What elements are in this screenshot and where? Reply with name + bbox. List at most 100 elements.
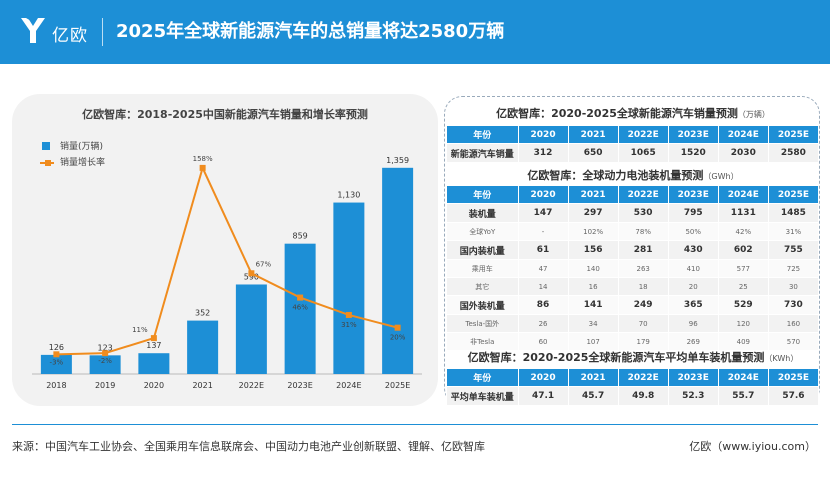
table-unit: （KWh）	[764, 354, 799, 363]
table-row: 平均单车装机量 47.1 45.7 49.8 52.3 55.7 57.6	[446, 386, 820, 406]
table-header-row: 年份 2020 2021 2022E 2023E 2024E 2025E	[446, 368, 820, 387]
table-header-cell: 2022E	[617, 125, 669, 144]
x-tick-label-2020: 2020	[144, 381, 164, 390]
footer-divider	[12, 424, 818, 425]
table-cell: 147	[517, 203, 569, 223]
bar-2018	[40, 354, 72, 374]
table-cell: 281	[617, 240, 669, 260]
table-cell: 47	[517, 259, 569, 278]
table-header-cell: 2023E	[667, 125, 719, 144]
growth-label-2022E: 67%	[256, 260, 272, 268]
table-header-cell: 2021	[567, 185, 619, 204]
table-cell: 26	[517, 314, 569, 333]
growth-label-2024E: 31%	[341, 321, 357, 329]
table-cell: 795	[667, 203, 719, 223]
table-header-cell: 年份	[446, 185, 519, 204]
table-cell: 42%	[717, 222, 769, 241]
table-header-cell: 2023E	[667, 368, 719, 387]
table-cell: 102%	[567, 222, 619, 241]
bar-2025E	[382, 167, 414, 374]
table-title-text: 亿欧智库：2020-2025全球新能源汽车平均单车装机量预测	[467, 351, 765, 364]
table-cell: 141	[567, 295, 619, 315]
bar-value-label-2022E: 590	[244, 272, 259, 281]
table-cell: 410	[667, 259, 719, 278]
table-row-label: 其它	[446, 277, 519, 296]
table-cell: 50%	[667, 222, 719, 241]
brand-logo[interactable]: 亿欧	[18, 14, 98, 50]
x-tick-label-2021: 2021	[192, 381, 212, 390]
growth-point-2022E	[248, 270, 255, 277]
table-cell: 61	[517, 240, 569, 260]
table-header-cell: 年份	[446, 368, 519, 387]
table-cell: 430	[667, 240, 719, 260]
table-cell: 1485	[767, 203, 820, 223]
growth-label-2023E: 46%	[292, 304, 308, 312]
table-cell: 2580	[767, 143, 820, 163]
table-row: 国外装机量 86 141 249 365 529 730	[446, 295, 820, 315]
table-title-text: 亿欧智库：全球动力电池装机量预测	[527, 169, 704, 182]
table-cell: 30	[767, 277, 820, 296]
table-cell: 160	[767, 314, 820, 333]
table-cell: 1131	[717, 203, 769, 223]
table-header-cell: 2021	[567, 368, 619, 387]
table-header-cell: 2025E	[767, 125, 820, 144]
growth-point-2018	[53, 351, 60, 358]
growth-label-2019: -2%	[98, 357, 112, 365]
table-cell: 263	[617, 259, 669, 278]
bar-2024E	[333, 202, 365, 374]
page-title: 2025年全球新能源汽车的总销量将达2580万辆	[116, 21, 505, 42]
table-cell: 140	[567, 259, 619, 278]
table-header-cell: 2024E	[717, 185, 769, 204]
table-row: 装机量 147 297 530 795 1131 1485	[446, 203, 820, 223]
table-row: 乘用车 47 140 263 410 577 725	[446, 259, 820, 278]
x-tick-label-2025E: 2025E	[385, 381, 410, 390]
table-row-label: 乘用车	[446, 259, 519, 278]
footer-site-link[interactable]: 亿欧（www.iyiou.com）	[689, 440, 816, 453]
table-cell: 1520	[667, 143, 719, 163]
table-row-label: 新能源汽车销量	[446, 143, 519, 163]
table-unit: （万辆）	[737, 110, 770, 119]
yiou-logo-icon	[21, 18, 45, 43]
table-header-cell: 2025E	[767, 185, 820, 204]
table-row-label: 全球YoY	[446, 222, 519, 241]
table-cell: 297	[567, 203, 619, 223]
growth-label-2025E: 20%	[390, 334, 406, 342]
table-unit: （GWh）	[703, 172, 739, 181]
table-header-cell: 2023E	[667, 185, 719, 204]
x-tick-label-2024E: 2024E	[336, 381, 361, 390]
footer-source: 来源：中国汽车工业协会、全国乘用车信息联席会、中国动力电池产业创新联盟、锂解、亿…	[12, 440, 485, 453]
table-header-cell: 2022E	[617, 185, 669, 204]
table-cell: 730	[767, 295, 820, 315]
table-cell: 52.3	[667, 386, 719, 406]
table-cell: 78%	[617, 222, 669, 241]
table-cell: 570	[767, 332, 820, 351]
brand-name: 亿欧	[52, 26, 88, 46]
table-cell: 1065	[617, 143, 669, 163]
table-cell: 249	[617, 295, 669, 315]
growth-label-2018: -3%	[50, 358, 64, 366]
table-cell: 34	[567, 314, 619, 333]
table-cell: 60	[517, 332, 569, 351]
forecast-table-2: 年份 2020 2021 2022E 2023E 2024E 2025E 平均单车装机量 47.…	[446, 368, 820, 406]
growth-label-2020: 11%	[132, 326, 148, 334]
forecast-tables-panel: 亿欧智库：2020-2025全球新能源汽车销量预测（万辆） 年份 2020 2021 2…	[444, 96, 820, 406]
table-row-label: 平均单车装机量	[446, 386, 519, 406]
table-header-cell: 2020	[517, 125, 569, 144]
growth-label-2021: 158%	[193, 155, 213, 163]
table-cell: -	[517, 222, 569, 241]
table-cell: 47.1	[517, 386, 569, 406]
table-row: 全球YoY -102% 78% 50% 42% 31%	[446, 222, 820, 241]
table-row-label: 国内装机量	[446, 240, 519, 260]
table-title-2: 亿欧智库：2020-2025全球新能源汽车平均单车装机量预测（KWh）	[445, 349, 821, 365]
growth-point-2020	[150, 335, 157, 342]
table-cell: 2030	[717, 143, 769, 163]
bar-2021	[187, 320, 219, 374]
bar-value-label-2020: 137	[146, 341, 161, 350]
table-title-0: 亿欧智库：2020-2025全球新能源汽车销量预测（万辆）	[445, 105, 821, 121]
table-title-1: 亿欧智库：全球动力电池装机量预测（GWh）	[445, 167, 821, 183]
growth-point-2025E	[394, 324, 401, 331]
bar-2020	[138, 353, 170, 374]
table-cell: 57.6	[767, 386, 820, 406]
growth-point-2024E	[345, 311, 352, 318]
